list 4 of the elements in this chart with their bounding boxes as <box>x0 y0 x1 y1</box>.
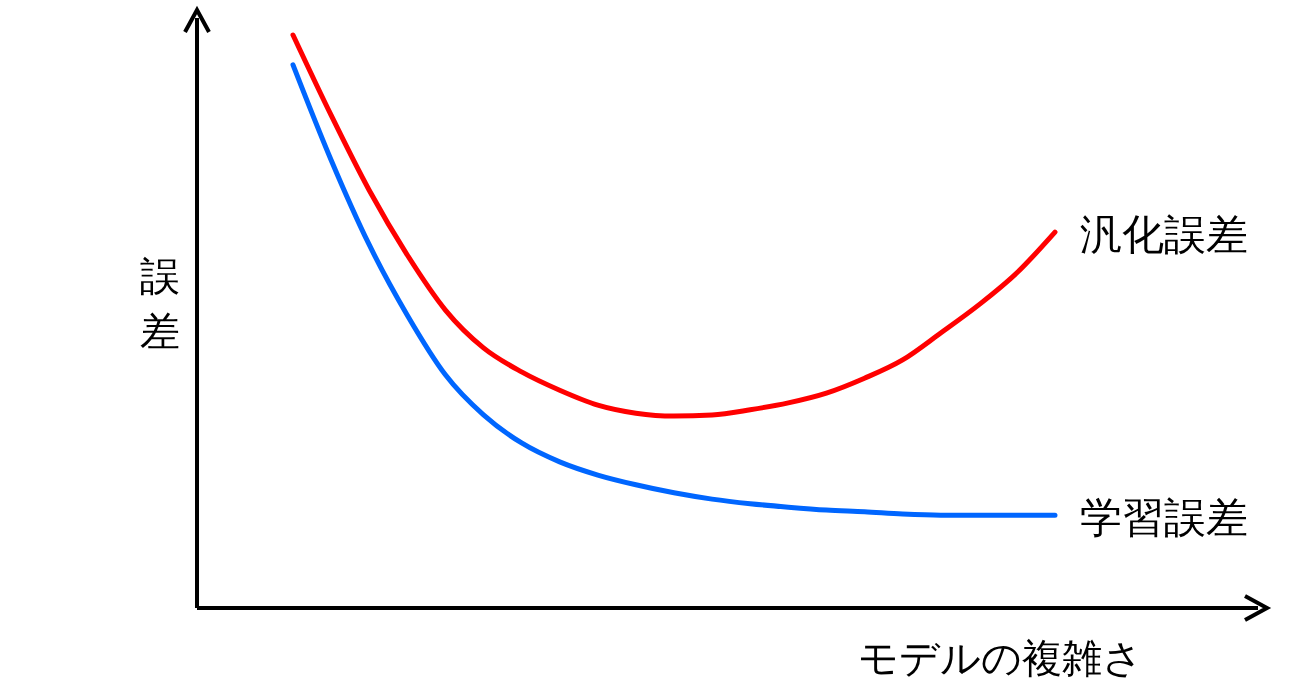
series-label: 汎化誤差 <box>1080 209 1248 259</box>
y-axis-title: 誤差 <box>140 253 180 354</box>
x-axis-title: モデルの複雑さ <box>857 635 1143 681</box>
series-label: 学習誤差 <box>1080 492 1248 542</box>
